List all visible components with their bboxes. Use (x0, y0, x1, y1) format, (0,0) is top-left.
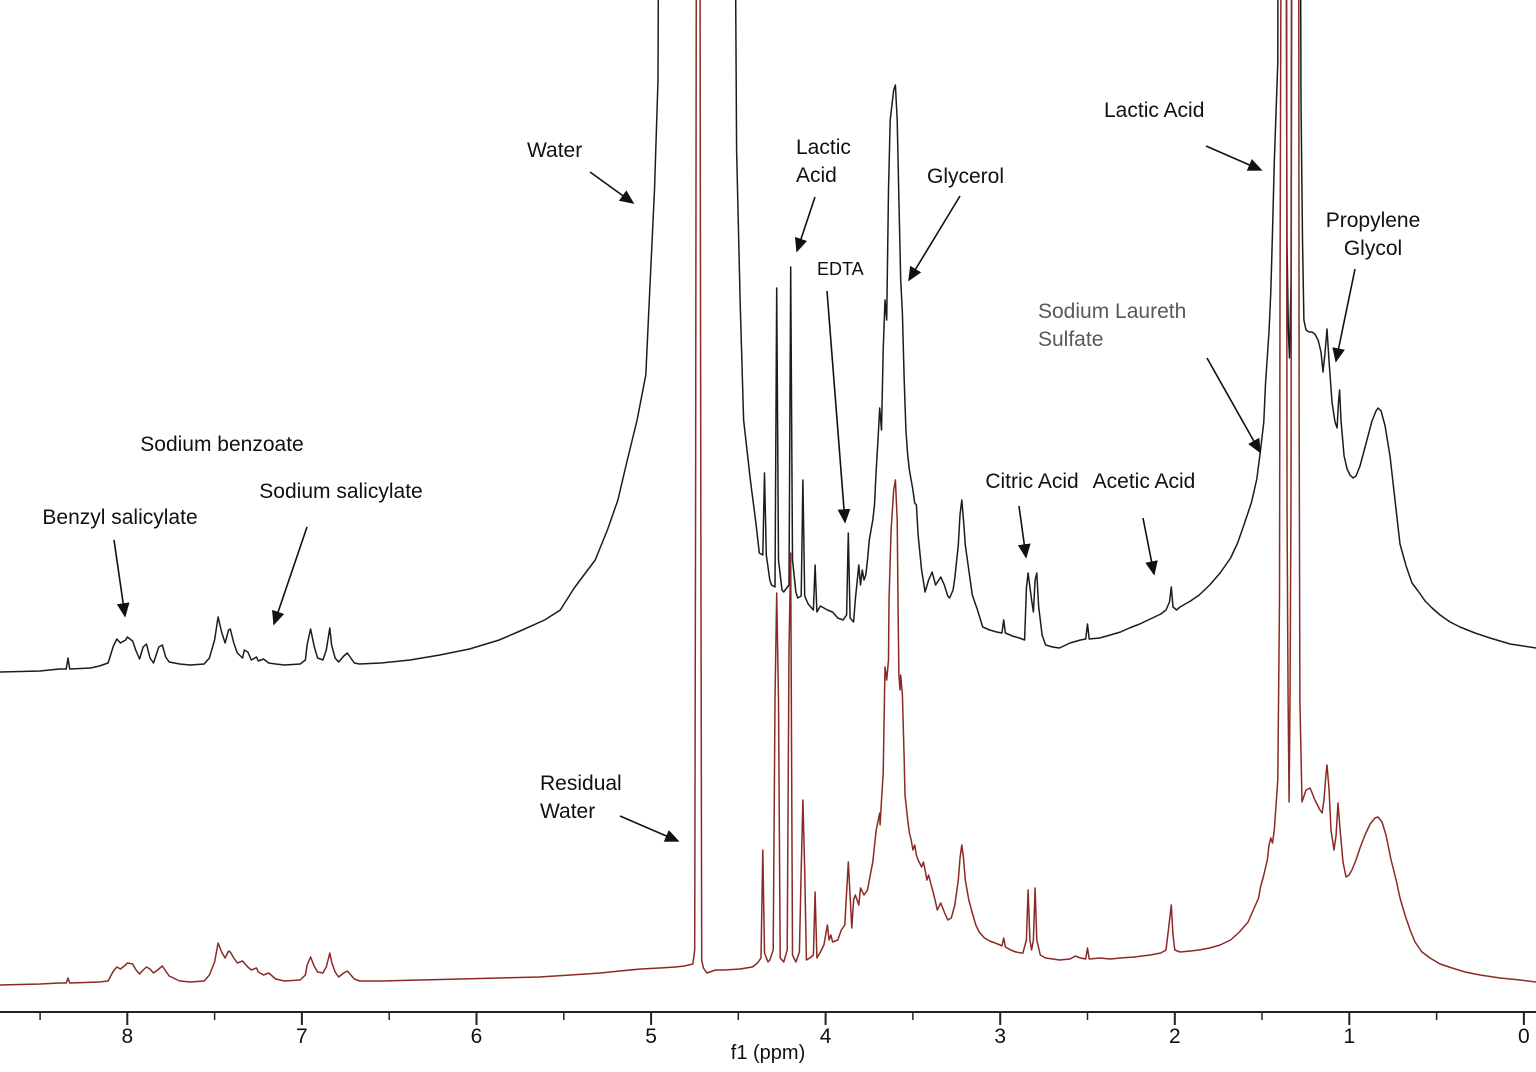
x-axis: 8 7 6 5 4 3 2 1 0 (0, 1011, 1536, 1048)
citric-acid-arrow-icon (1017, 505, 1031, 559)
x-tick-label-1: 1 (1343, 1025, 1355, 1048)
sodium-laureth-sulfate-label-line: Sodium Laureth (1038, 300, 1187, 323)
edta-label: EDTA (817, 258, 864, 282)
annotation-arrows (113, 145, 1356, 842)
residual-water-label-line: Water (540, 799, 596, 823)
sodium-benzoate-label-line: Sodium benzoate (140, 433, 304, 456)
sodium-laureth-sulfate-label-line: Sulfate (1038, 327, 1104, 351)
x-tick-label-4: 4 (820, 1025, 832, 1048)
x-axis-title: f1 (ppm) (730, 1042, 806, 1064)
spectrum-traces (0, 0, 1536, 986)
lactic-acid-mid-label-line: Lactic (796, 136, 851, 159)
lactic-acid-mid-label-line: Acid (796, 163, 837, 187)
edta-arrow-icon (826, 290, 851, 524)
sodium-laureth-sulfate-arrow-icon (1206, 357, 1261, 454)
x-tick-label-3: 3 (994, 1025, 1006, 1048)
x-tick-label-5: 5 (645, 1025, 657, 1048)
water-arrow-icon (589, 171, 635, 204)
citric-acid-label: Citric Acid (985, 468, 1078, 496)
sodium-laureth-sulfate-label: Sodium Laureth Sulfate (1038, 298, 1186, 353)
x-tick-label-2: 2 (1169, 1025, 1181, 1048)
acetic-acid-label: Acetic Acid (1093, 468, 1196, 496)
benzyl-salicylate-label-line: Benzyl salicylate (42, 506, 198, 529)
benzyl-salicylate-arrow-icon (113, 539, 130, 618)
lactic-acid-right-arrow-icon (1205, 145, 1263, 171)
residual-water-label-line: Residual (540, 772, 622, 795)
citric-acid-label-line: Citric Acid (985, 470, 1079, 493)
lactic-acid-mid-label: Lactic Acid (796, 134, 851, 189)
propylene-glycol-label: Propylene Glycol (1326, 207, 1421, 262)
x-tick-label-7: 7 (296, 1025, 308, 1048)
sodium-benzoate-label: Sodium benzoate (140, 431, 303, 459)
sodium-salicylate-label-line: Sodium salicylate (259, 480, 423, 503)
trace-top-spectrum-black (0, 0, 1536, 673)
edta-label-line: EDTA (817, 259, 864, 279)
lactic-acid-mid-arrow-icon (794, 196, 816, 253)
propylene-glycol-label-line: Glycol (1343, 236, 1403, 260)
x-tick-label-0: 0 (1518, 1025, 1530, 1048)
water-label: Water (527, 137, 582, 165)
water-label-line: Water (527, 139, 583, 162)
sodium-salicylate-label: Sodium salicylate (259, 478, 422, 506)
glycerol-arrow-icon (908, 195, 961, 282)
acetic-acid-label-line: Acetic Acid (1092, 470, 1196, 493)
sodium-salicylate-arrow-icon (272, 526, 308, 626)
benzyl-salicylate-label: Benzyl salicylate (42, 504, 197, 532)
residual-water-arrow-icon (619, 815, 680, 842)
trace-bottom-spectrum-dark-red (0, 0, 1536, 986)
propylene-glycol-arrow-icon (1332, 268, 1356, 363)
x-tick-label-6: 6 (471, 1025, 483, 1048)
propylene-glycol-label-line: Propylene (1325, 209, 1421, 232)
acetic-acid-arrow-icon (1142, 517, 1158, 576)
glycerol-label: Glycerol (927, 163, 1004, 191)
lactic-acid-right-label-line: Lactic Acid (1104, 99, 1205, 122)
glycerol-label-line: Glycerol (927, 165, 1005, 188)
x-tick-label-8: 8 (121, 1025, 133, 1048)
residual-water-label: Residual Water (540, 770, 622, 825)
lactic-acid-right-label: Lactic Acid (1104, 97, 1204, 125)
